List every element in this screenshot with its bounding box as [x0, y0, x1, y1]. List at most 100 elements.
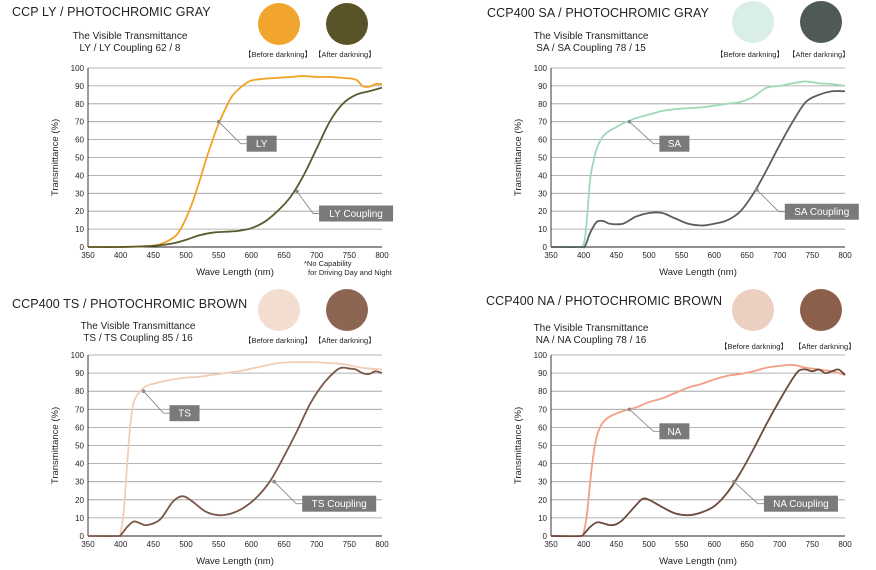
y-tick-label: 20 — [75, 207, 84, 216]
x-tick-label: 500 — [179, 540, 193, 549]
callout-box — [169, 405, 200, 422]
series-label: TS Coupling — [312, 499, 367, 510]
lens-after-swatch — [326, 289, 368, 331]
line-chart: 0 10 20 30 40 50 60 70 80 90 100 350 400 450 500 550 600… — [513, 351, 852, 567]
y-tick-label: 70 — [538, 118, 547, 127]
callout-leader — [218, 121, 247, 145]
x-tick-label: 600 — [708, 251, 722, 260]
x-tick-label: 450 — [147, 251, 161, 260]
x-tick-label: 400 — [114, 251, 128, 260]
callout-box — [784, 203, 859, 220]
x-tick-label: 400 — [577, 540, 591, 549]
chart-panel-ts: CCP400 TS / PHOTOCHROMIC BROWN The Visib… — [0, 285, 438, 570]
y-tick-label: 100 — [534, 351, 548, 360]
chart-panel-na: CCP400 NA / PHOTOCHROMIC BROWN The Visib… — [438, 285, 876, 570]
x-tick-label: 800 — [838, 540, 852, 549]
y-tick-label: 10 — [538, 225, 547, 234]
y-tick-label: 40 — [538, 171, 547, 180]
y-tick-label: 100 — [534, 64, 548, 73]
footnote-line1: *No Capability — [304, 259, 352, 268]
x-tick-label: 800 — [838, 251, 852, 260]
y-tick-label: 10 — [75, 225, 84, 234]
x-tick-label: 500 — [642, 540, 656, 549]
panel-title: CCP400 TS / PHOTOCHROMIC BROWN — [12, 297, 248, 311]
chart-subtitle-line1: The Visible Transmittance — [80, 321, 196, 332]
lens-before-label: 【Before darkning】 — [244, 50, 312, 59]
x-tick-label: 750 — [343, 540, 357, 549]
callout-box — [319, 205, 394, 222]
callout-leader — [143, 390, 170, 414]
line-chart: 0 10 20 30 40 50 60 70 80 90 100 350 400 450 500 550 600… — [50, 351, 389, 567]
x-tick-label: 450 — [147, 540, 161, 549]
x-tick-label: 800 — [375, 540, 389, 549]
y-tick-label: 100 — [71, 351, 85, 360]
x-tick-label: 550 — [675, 540, 689, 549]
lens-after-label: 【After darkning】 — [314, 50, 376, 59]
y-tick-label: 50 — [538, 154, 547, 163]
series-label: TS — [178, 409, 191, 420]
lens-before-swatch — [732, 289, 774, 331]
y-tick-label: 0 — [543, 243, 548, 252]
lens-before-label: 【Before darkning】 — [244, 336, 312, 345]
chart-subtitle-line1: The Visible Transmittance — [533, 31, 649, 42]
series-line-2 — [87, 366, 383, 537]
y-tick-label: 60 — [538, 136, 547, 145]
x-tick-label: 350 — [544, 540, 558, 549]
x-tick-label: 700 — [310, 251, 324, 260]
y-tick-label: 70 — [538, 405, 547, 414]
y-tick-label: 20 — [75, 496, 84, 505]
lens-after-swatch — [800, 289, 842, 331]
callout-box — [659, 423, 690, 440]
x-tick-label: 650 — [740, 540, 754, 549]
x-tick-label: 450 — [610, 540, 624, 549]
series-label: LY — [256, 139, 268, 150]
x-tick-label: 550 — [212, 540, 226, 549]
callout-box — [302, 495, 377, 512]
callout-box — [763, 495, 838, 512]
series-line-2 — [550, 90, 846, 249]
series-line-1 — [550, 80, 846, 248]
y-tick-label: 60 — [75, 136, 84, 145]
y-axis-title: Transmittance (%) — [50, 119, 61, 196]
lens-after-swatch — [326, 3, 368, 45]
x-tick-label: 750 — [806, 251, 820, 260]
series-line-2 — [550, 368, 846, 538]
y-tick-label: 50 — [75, 154, 84, 163]
y-tick-label: 40 — [75, 171, 84, 180]
y-axis-title: Transmittance (%) — [513, 119, 524, 196]
callout-leader — [733, 481, 764, 505]
x-tick-label: 750 — [806, 540, 820, 549]
panel-title: CCP400 SA / PHOTOCHROMIC GRAY — [487, 6, 709, 20]
y-axis-title: Transmittance (%) — [513, 407, 524, 484]
series-label: LY Coupling — [329, 209, 383, 220]
chart-subtitle-line2: TS / TS Coupling 85 / 16 — [83, 333, 193, 344]
x-tick-label: 800 — [375, 251, 389, 260]
x-tick-label: 600 — [245, 540, 259, 549]
y-tick-label: 60 — [538, 423, 547, 432]
y-tick-label: 80 — [538, 387, 547, 396]
lens-before-swatch — [258, 3, 300, 45]
chart-subtitle-line1: The Visible Transmittance — [533, 323, 649, 334]
x-axis-title: Wave Length (nm) — [196, 267, 274, 278]
callout-box — [246, 135, 277, 152]
chart-subtitle-line2: NA / NA Coupling 78 / 16 — [535, 335, 647, 346]
series-line-1 — [87, 75, 383, 248]
lens-before-swatch — [258, 289, 300, 331]
y-tick-label: 30 — [75, 478, 84, 487]
y-tick-label: 70 — [75, 405, 84, 414]
panel-title: CCP400 NA / PHOTOCHROMIC BROWN — [486, 294, 723, 308]
y-tick-label: 10 — [75, 514, 84, 523]
series-label: SA Coupling — [794, 207, 849, 218]
series-line-2 — [87, 86, 383, 248]
x-tick-label: 700 — [310, 540, 324, 549]
y-tick-label: 80 — [75, 100, 84, 109]
y-tick-label: 100 — [71, 64, 85, 73]
chart-panel-ly: CCP LY / PHOTOCHROMIC GRAY The Visible T… — [0, 0, 438, 285]
chart-panel-sa: CCP400 SA / PHOTOCHROMIC GRAY The Visibl… — [438, 0, 876, 285]
x-axis-title: Wave Length (nm) — [659, 267, 737, 278]
y-tick-label: 80 — [538, 100, 547, 109]
y-tick-label: 0 — [80, 532, 85, 541]
footnote: *No Capability for Driving Day and Night — [304, 259, 392, 277]
y-tick-label: 10 — [538, 514, 547, 523]
x-tick-label: 550 — [212, 251, 226, 260]
